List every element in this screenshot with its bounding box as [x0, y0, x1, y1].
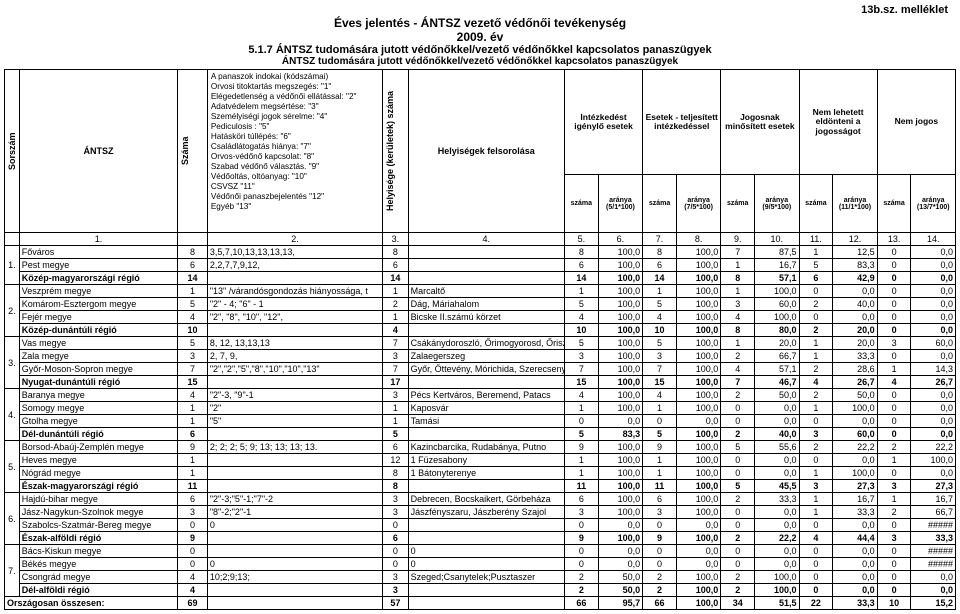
- table-row: Nógrád megye181 Bátonyterenye1100,01100,…: [5, 467, 956, 480]
- table-row: Jász-Nagykun-Szolnok megye3"8"-2;"2"-13J…: [5, 506, 956, 519]
- table-row: 4.Baranya megye4"2"-3, "9"-13Pécs Kertvá…: [5, 389, 956, 402]
- region-row: Dél-alföldi régió43250,02100,02100,000,0…: [5, 584, 956, 597]
- table-row: 2.Veszprém megye1"13" /várandósgondozás …: [5, 285, 956, 298]
- total-row: Országosan összesen:69576695,766100,0345…: [5, 597, 956, 610]
- region-row: Közép-magyarországi régió141414100,01410…: [5, 272, 956, 285]
- attachment-label: 13b.sz. melléklet: [4, 4, 956, 16]
- table-row: 7.Bács-Kiskun megye00000,000,000,000,00#…: [5, 545, 956, 558]
- table-row: Gtolha megye1"5"1Tamási00,000,000,000,00…: [5, 415, 956, 428]
- table-row: Csongrád megye410;2;9;13;3Szeged;Csanyte…: [5, 571, 956, 584]
- title-sub2: ÁNTSZ tudomására jutott védőnőkkel/vezet…: [4, 56, 956, 67]
- region-row: Észak-alföldi régió969100,09100,0222,244…: [5, 532, 956, 545]
- table-row: Békés megye000000,000,000,000,00#####: [5, 558, 956, 571]
- main-table: SorszámÁNTSZSzámaA panaszok indokai (kód…: [4, 69, 956, 610]
- table-row: Szabolcs-Szatmár-Bereg megye00000,000,00…: [5, 519, 956, 532]
- table-row: Pest megye62,2,7,7,9,12,66100,06100,0116…: [5, 259, 956, 272]
- region-row: Nyugat-dunántúli régió151715100,015100,0…: [5, 376, 956, 389]
- region-row: Dél-dunántúli régió65583,35100,0240,0360…: [5, 428, 956, 441]
- table-row: Somogy megye1"2"1Kaposvár1100,01100,000,…: [5, 402, 956, 415]
- region-row: Közép-dunántúli régió10410100,010100,088…: [5, 324, 956, 337]
- table-row: 6.Hajdú-bihar megye6"2"-3;"5"-1;"7"-23De…: [5, 493, 956, 506]
- table-row: Heves megye1121 Füzesabony1100,01100,000…: [5, 454, 956, 467]
- table-row: 1.Főváros83,5,7,10,13,13,13,13,88100,081…: [5, 246, 956, 259]
- table-row: Zala megye32, 7, 9,3Zalaegerszeg3100,031…: [5, 350, 956, 363]
- title-main: Éves jelentés - ÁNTSZ vezető védőnői tev…: [4, 16, 956, 30]
- table-row: Komárom-Esztergom megye5"2" - 4; "6" - 1…: [5, 298, 956, 311]
- table-row: Fejér megye4"2", "8", "10", "12",1Bicske…: [5, 311, 956, 324]
- title-year: 2009. év: [4, 30, 956, 44]
- table-row: 3.Vas megye58, 12, 13,13,137Csákánydoros…: [5, 337, 956, 350]
- table-row: 5.Borsod-Abaúj-Zemplén megye92; 2; 2; 5;…: [5, 441, 956, 454]
- region-row: Észak-magyarországi régió11811100,011100…: [5, 480, 956, 493]
- table-row: Győr-Moson-Sopron megye7"2","2","5","8",…: [5, 363, 956, 376]
- title-sub: 5.1.7 ÁNTSZ tudomására jutott védőnőkkel…: [4, 44, 956, 56]
